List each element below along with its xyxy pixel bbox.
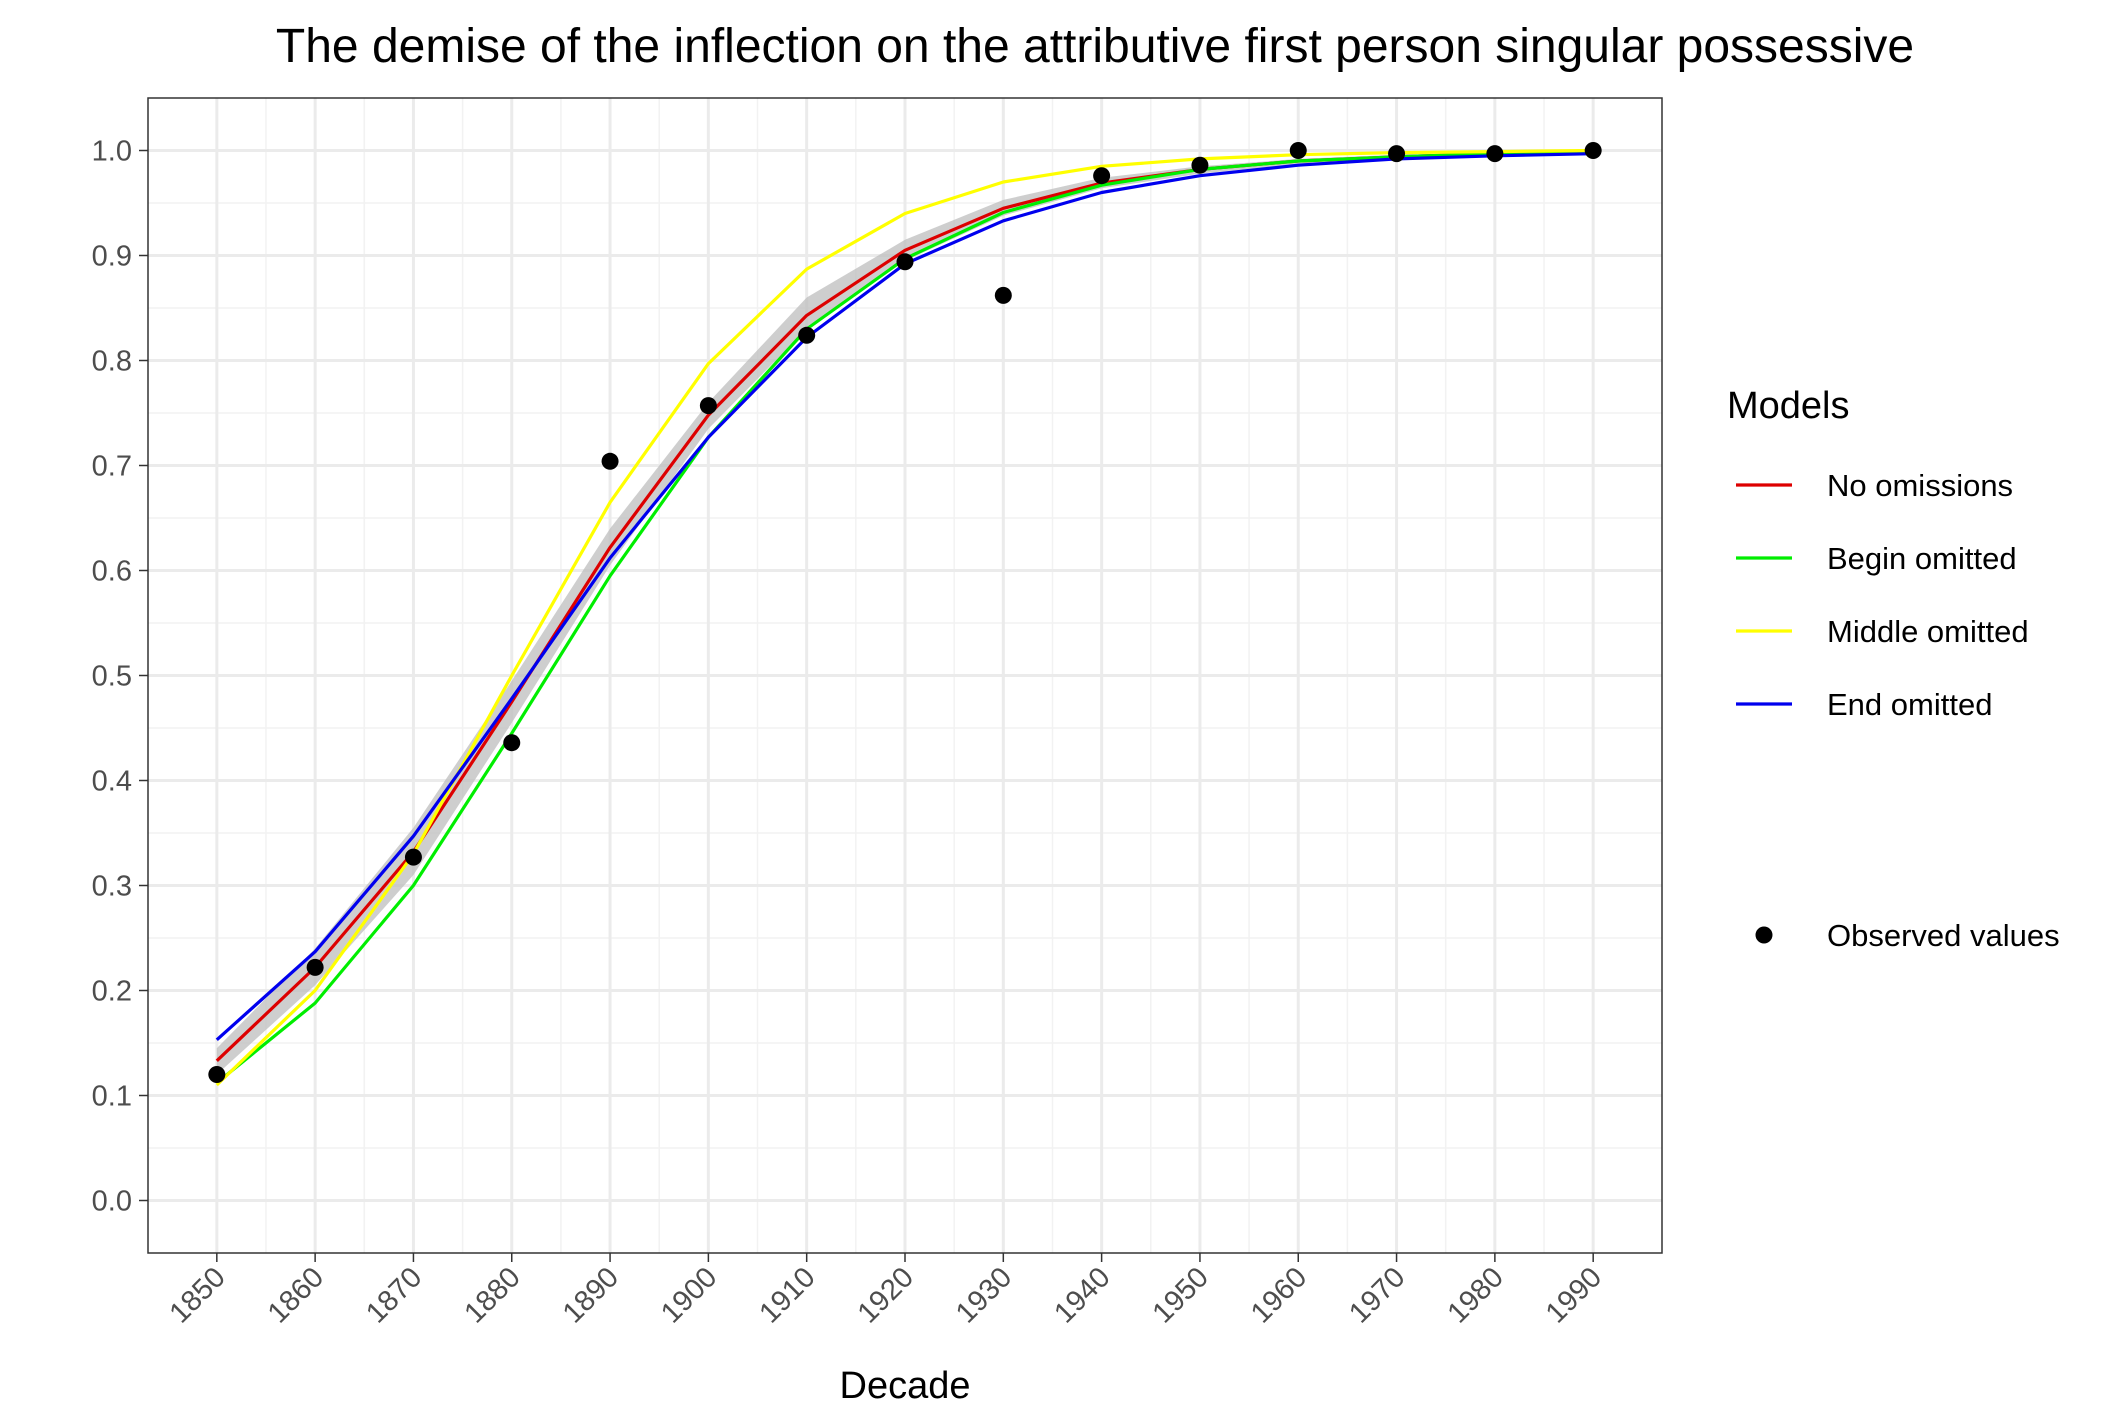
legend-label: No omissions	[1827, 468, 2013, 503]
observed-points	[208, 142, 1602, 1083]
observed-point	[208, 1066, 226, 1083]
observed-point	[404, 848, 422, 866]
observed-point	[699, 397, 717, 415]
x-axis-label: Decade	[840, 1365, 971, 1407]
observed-point	[1093, 167, 1111, 185]
chart-title: The demise of the inflection on the attr…	[276, 20, 1914, 73]
observed-point	[896, 253, 914, 271]
observed-point	[1486, 145, 1504, 163]
observed-point	[601, 452, 619, 470]
observed-point	[798, 326, 816, 344]
y-tick-label: 0.9	[92, 241, 132, 273]
observed-point	[503, 734, 521, 752]
legend-label: End omitted	[1827, 687, 1992, 722]
legend: Models No omissions Begin omitted Middle o…	[1727, 385, 2060, 953]
y-tick-label: 1.0	[92, 136, 132, 168]
series-line-2	[215, 148, 1594, 1087]
observed-point	[306, 958, 324, 976]
y-tick-label: 0.1	[92, 1081, 132, 1113]
plot-panel	[147, 97, 1663, 1254]
y-tick-label: 0.4	[92, 766, 132, 798]
y-axis-ticks: 0.0 0.1 0.2 0.3 0.4 0.5 0.6 0.7 0.8 0.9 1.0	[92, 136, 148, 1218]
observed-point	[1584, 142, 1602, 159]
legend-key-point	[1755, 926, 1773, 944]
grid-major	[148, 98, 1662, 1253]
legend-label: Observed values	[1827, 918, 2060, 953]
observed-point	[994, 286, 1012, 304]
legend-label: Middle omitted	[1827, 614, 2029, 649]
y-tick-label: 0.7	[92, 451, 132, 483]
observed-point	[1289, 142, 1307, 159]
y-tick-label: 0.5	[92, 661, 132, 693]
observed-point	[1191, 156, 1209, 174]
legend-title: Models	[1727, 385, 1850, 427]
y-tick-label: 0.3	[92, 871, 132, 903]
y-tick-label: 0.6	[92, 556, 132, 588]
observed-point	[1388, 145, 1406, 163]
y-tick-label: 0.8	[92, 346, 132, 378]
y-tick-label: 0.2	[92, 976, 132, 1008]
legend-items: No omissions Begin omitted Middle omitted E…	[1736, 468, 2060, 953]
legend-label: Begin omitted	[1827, 541, 2017, 576]
y-tick-label: 0.0	[92, 1186, 132, 1218]
